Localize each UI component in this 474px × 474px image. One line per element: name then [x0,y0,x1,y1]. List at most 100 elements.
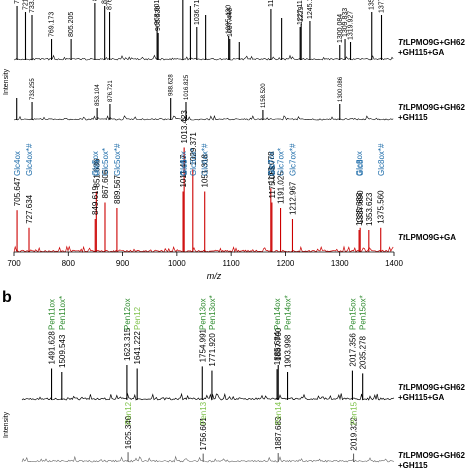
series-label-b2: +GH115 [398,461,428,470]
peak-label: 1359 [369,0,376,10]
peak-label: 1903.998 [284,334,293,368]
annotation-label: Pen14ox [273,298,282,330]
peak-label: 1509.543 [58,334,67,368]
peak-label: 1227.11 [297,0,304,25]
x-tick-label: 1000 [168,259,186,268]
peak-label: 2017.356 [348,333,357,367]
annotation-label: Glc6ox*# [201,143,210,176]
peak-label: 1375.560 [377,190,386,224]
annotation-label: Glc7 [268,159,277,176]
peak-label: 1625.340 [124,415,133,449]
peak-label: 1212.967 [288,181,297,215]
spectrum-baseline [21,455,395,463]
annotation-label: Glc6ox [179,151,188,176]
x-tick-label: 1300 [331,259,349,268]
annotation-label: Pen13ox [198,298,207,330]
peak-label: 867 [102,0,109,4]
spectrum-baseline [13,245,394,254]
peak-label: 1309.833 [342,8,349,37]
annotation-label: Glc5 [92,159,101,176]
annotation-label: Pen12ox [123,298,132,330]
spectrum-baseline [13,54,394,61]
annotation-label: Glc6 [180,159,189,176]
annotation-label: Glc5ox [91,151,100,176]
peak-label: 1885.684 [273,331,282,365]
peak-label: 867.606 [101,169,110,198]
annotation-label: Glc8ox*# [377,143,386,176]
annotation-label: Glc8 [356,159,365,176]
series-label-2: +GH115 [398,113,428,122]
panel-a: 705.638721.167733.163769.173805.20584986… [3,0,465,281]
peak-label: 705.638 [14,0,21,4]
peak-label: 1051.318 [201,154,210,188]
peak-label: 1641.222 [133,331,142,365]
annotation-label: Glc5ox*# [113,143,122,176]
peak-label: 1029.371 [189,132,198,166]
peak-label: 2035.278 [359,335,368,369]
peak-label: 1377 [379,0,386,13]
spectrum-baseline [21,392,395,401]
peak-label: 1229 [298,6,305,22]
peak-label: 1337.690 [356,190,365,224]
peak-label: 1756.601 [199,417,208,451]
peak-label: 1771.920 [208,333,217,367]
peak-label: 1245.13 [307,0,314,19]
x-axis-label: m/z [207,271,222,281]
spectrum-baseline [13,115,394,121]
peak-label: 965.530 [155,6,162,31]
peak-label: 1191.025 [277,171,286,204]
series-label-b1: +GH115+GA [398,393,444,402]
annotation-label: Pen15ox* [359,295,368,330]
peak-label: 1319.927 [348,11,355,40]
annotation-label: Glc7ox [267,151,276,176]
annotation-label: Glc7ox* [277,148,286,176]
peak-label: 1013.423 [180,110,189,144]
annotation-label: Pen14 [274,401,283,425]
peak-label: 1887.700 [274,327,283,361]
peak-label: 1036.712 [194,0,201,25]
y-axis-label: Intensity [3,411,10,438]
x-tick-label: 700 [7,259,21,268]
peak-label: 963.601 [154,0,161,25]
peak-label: 2019.322 [350,417,359,451]
x-tick-label: 1200 [277,259,295,268]
peak-label: 721.167 [22,0,29,10]
peak-label: 1016.825 [184,74,190,100]
annotation-label: Pen12 [133,306,142,330]
peak-label: 805.205 [68,12,75,37]
x-tick-label: 1100 [223,259,241,268]
peak-label: 849 [92,0,99,1]
peak-label: 727.634 [25,194,34,223]
peak-label: 769.173 [49,12,56,37]
peak-label: 853.104 [95,84,101,106]
annotation-label: Pen13 [199,401,208,425]
peak-label: 1300.086 [338,76,344,102]
peak-label: 849.619 [91,186,100,215]
peak-label: 1011.417 [179,154,188,187]
peak-label: 1623.315 [123,327,132,361]
peak-label: 705.647 [13,177,22,206]
peak-label: 1095.430 [226,5,233,34]
annotation-label: Pen15 [350,401,359,425]
x-tick-label: 800 [62,259,76,268]
annotation-label: Glc8ox [355,151,364,176]
peak-label: 1491.628 [48,331,57,365]
annotation-label: Pen12 [124,401,133,425]
peak-label: 988.628 [169,74,175,96]
peak-label: 1353.623 [365,192,374,226]
panel-letter: b [2,289,12,306]
series-label-1: +GH115+GA [398,48,444,57]
panel-b: b 1491.628 1509.543 1623.315 1641.222 1754.99… [2,289,465,470]
annotation-label: Pen11ox* [58,296,67,330]
peak-label: 1173.078 [267,151,276,184]
peak-label: 876.721 [108,80,114,102]
y-axis-label: Intensity [3,68,10,95]
peak-label: 1175.085 [268,165,277,198]
peak-label: 889.567 [113,175,122,204]
peak-label: 1754.991 [198,328,207,362]
series-label-1: TtLPMO9G+GH62 [398,38,465,47]
peak-label: 733.255 [30,78,36,100]
x-tick-label: 1400 [385,259,403,268]
peak-label: 733.163 [29,0,36,13]
